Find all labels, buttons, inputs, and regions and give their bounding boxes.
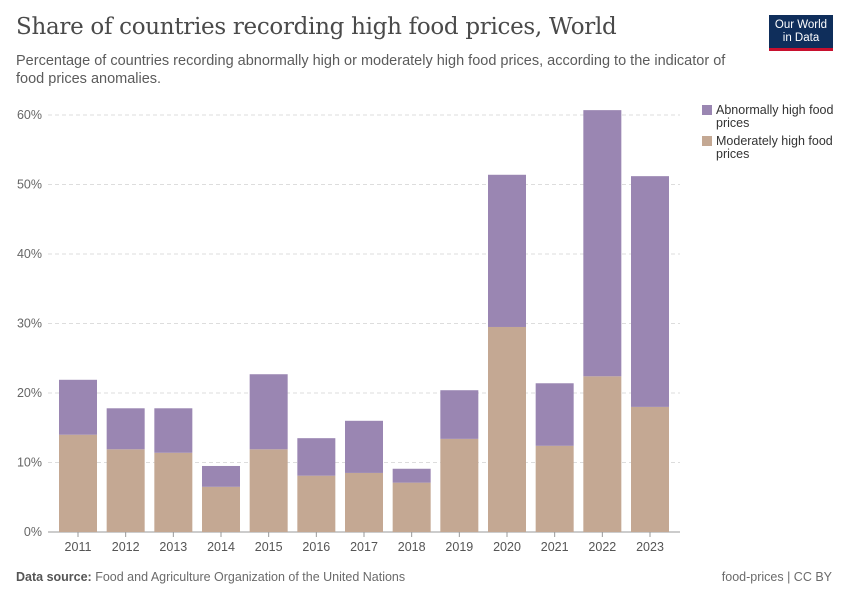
bar-segment xyxy=(392,482,431,532)
x-tick-label: 2023 xyxy=(636,540,664,554)
license[interactable]: food-prices | CC BY xyxy=(721,570,832,584)
source-label: Data source: xyxy=(16,570,92,584)
y-tick-label: 50% xyxy=(17,178,42,192)
y-tick-label: 20% xyxy=(17,386,42,400)
y-tick-label: 0% xyxy=(24,525,42,539)
bar-segment xyxy=(488,326,526,532)
legend-swatch xyxy=(702,136,712,146)
bar-segment xyxy=(202,486,240,532)
x-tick-label: 2016 xyxy=(302,540,330,554)
bar-segment xyxy=(249,374,288,450)
bar-segment xyxy=(535,445,574,532)
bar-segment xyxy=(154,452,193,532)
data-source: Data source: Food and Agriculture Organi… xyxy=(16,570,405,584)
bar-segment xyxy=(154,408,193,453)
bar-segment xyxy=(345,472,383,532)
bar-segment xyxy=(106,449,145,532)
x-tick-label: 2012 xyxy=(112,540,140,554)
source-text[interactable]: Food and Agriculture Organization of the… xyxy=(95,570,406,584)
x-tick-label: 2011 xyxy=(65,540,92,554)
bar-segment xyxy=(345,420,383,473)
bar-segment xyxy=(440,390,479,439)
legend-label: Moderately high food prices xyxy=(716,134,833,161)
legend-item-moderately[interactable]: Moderately high food prices xyxy=(702,135,842,161)
x-tick-label: 2017 xyxy=(350,540,378,554)
bar-segment xyxy=(583,376,622,532)
bar-segment xyxy=(59,379,97,435)
bar-segment xyxy=(59,434,97,532)
bar-segment xyxy=(535,383,574,446)
y-tick-label: 30% xyxy=(17,317,42,331)
bar-segment xyxy=(297,438,336,476)
x-tick-label: 2018 xyxy=(398,540,426,554)
x-tick-label: 2022 xyxy=(588,540,616,554)
bar-segment xyxy=(202,465,240,487)
bar-segment xyxy=(392,468,431,483)
chart-title: Share of countries recording high food p… xyxy=(16,14,617,40)
y-tick-label: 60% xyxy=(17,108,42,122)
legend-label: Abnormally high food prices xyxy=(716,103,834,130)
legend-swatch xyxy=(702,105,712,115)
x-tick-label: 2021 xyxy=(541,540,569,554)
bar-segment xyxy=(440,438,479,532)
bar-segment xyxy=(297,475,336,532)
x-tick-label: 2015 xyxy=(255,540,283,554)
bar-segment xyxy=(106,408,145,450)
bar-segment xyxy=(249,449,288,532)
x-tick-label: 2014 xyxy=(207,540,235,554)
y-tick-label: 40% xyxy=(17,247,42,261)
bar-segment xyxy=(631,176,669,407)
bar-segment xyxy=(583,110,622,377)
owid-logo[interactable]: Our World in Data xyxy=(769,15,833,51)
chart-subtitle: Percentage of countries recording abnorm… xyxy=(16,53,726,87)
x-tick-label: 2019 xyxy=(445,540,473,554)
x-tick-label: 2020 xyxy=(493,540,521,554)
bar-segment xyxy=(631,406,669,532)
bar-segment xyxy=(488,174,526,327)
y-tick-label: 10% xyxy=(17,456,42,470)
legend-item-abnormally[interactable]: Abnormally high food prices xyxy=(702,104,842,130)
x-tick-label: 2013 xyxy=(159,540,187,554)
